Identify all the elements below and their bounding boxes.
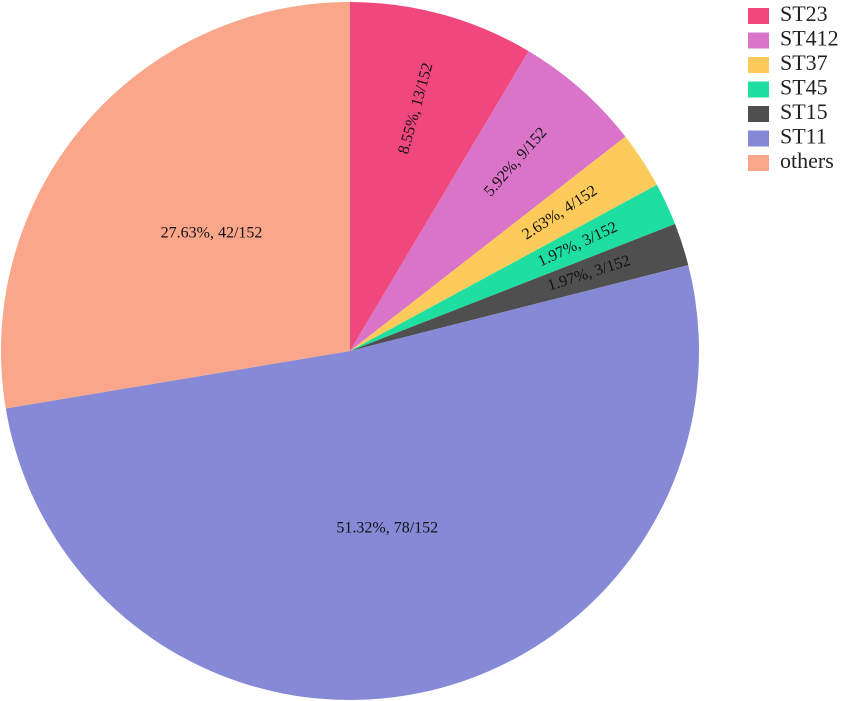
legend-label: ST23	[780, 1, 828, 26]
legend-swatch	[748, 81, 769, 98]
legend-label: ST45	[780, 75, 828, 100]
legend-swatch	[748, 106, 769, 122]
legend-swatch	[748, 155, 769, 171]
legend-label: ST412	[780, 26, 839, 51]
legend-swatch	[748, 57, 769, 73]
pie-slice	[350, 223, 689, 351]
legend-label: others	[780, 148, 834, 173]
data-label: 51.32%, 78/152	[336, 519, 438, 536]
pie-slice	[0, 2, 350, 409]
legend-label: ST37	[780, 50, 828, 75]
legend-swatch	[748, 8, 769, 24]
legend-swatch	[748, 130, 769, 147]
pie-slice	[350, 136, 657, 351]
pie-slice	[350, 184, 676, 351]
data-label: 27.63%, 42/152	[161, 224, 263, 241]
legend-swatch	[748, 32, 769, 49]
legend-label: ST11	[780, 124, 827, 149]
pie-slice	[5, 265, 700, 701]
legend-label: ST15	[780, 99, 828, 124]
pie-slice	[350, 2, 529, 351]
pie-slice	[350, 51, 626, 352]
